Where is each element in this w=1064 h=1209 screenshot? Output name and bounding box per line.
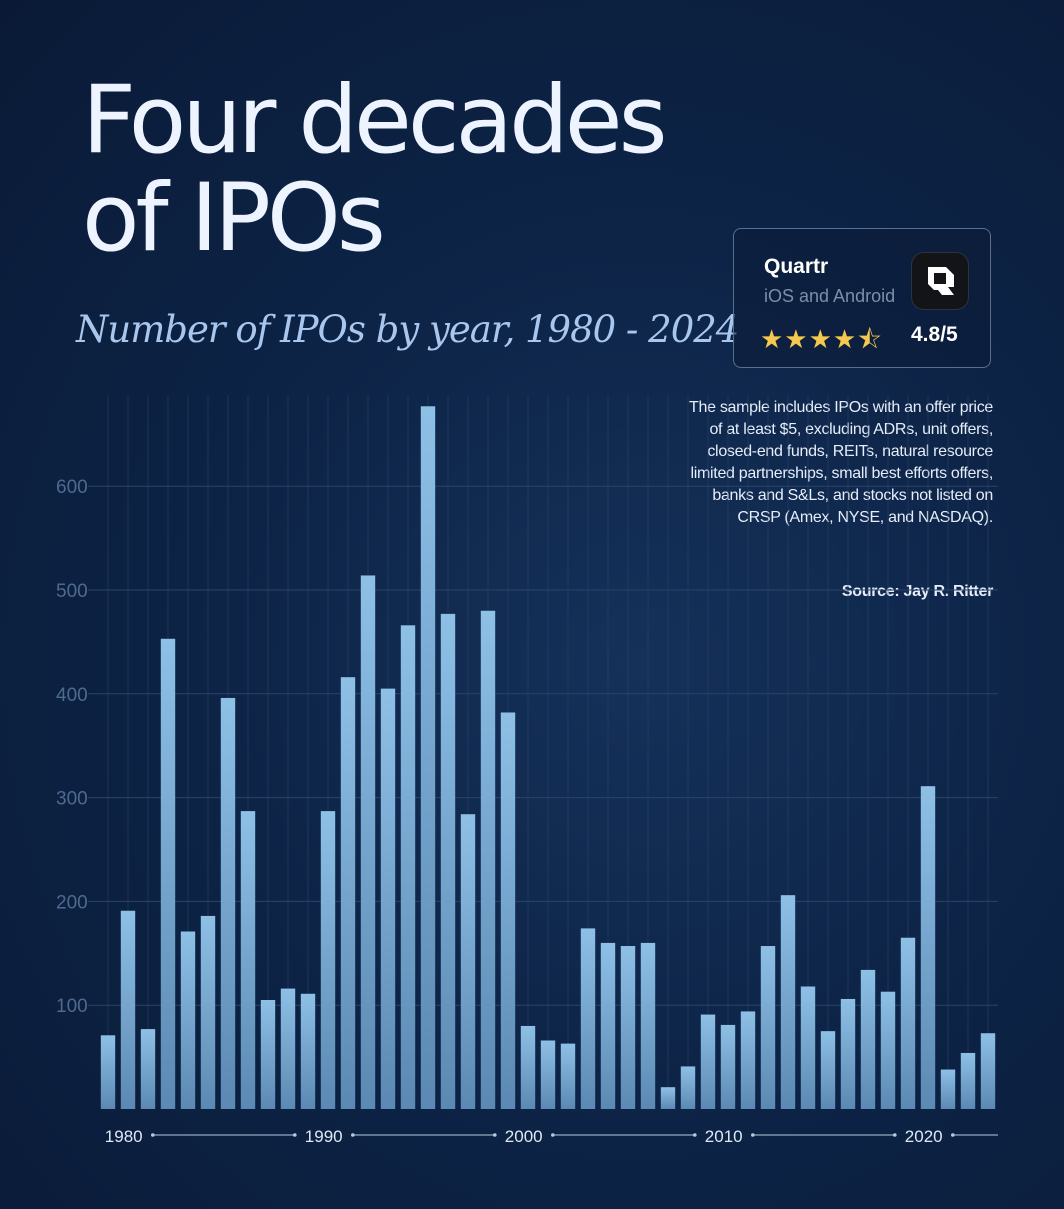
bar-2000 (500, 712, 516, 1109)
bar-1989 (280, 988, 296, 1109)
bar-1984 (180, 931, 196, 1109)
bar-2010 (700, 1014, 716, 1109)
title-line-1: Four decades (82, 66, 668, 175)
bar-2001 (520, 1025, 536, 1109)
bar-1994 (380, 688, 396, 1109)
y-axis: 100 200 300 400 500 600 (56, 477, 88, 1017)
rating-stars-icon: ★★★★⯪ (760, 324, 883, 354)
bar-2016 (820, 1031, 836, 1109)
bar-1987 (240, 811, 256, 1109)
bars (100, 406, 996, 1109)
bar-1996 (420, 406, 436, 1109)
bar-2009 (680, 1066, 696, 1109)
x-axis-dot (293, 1133, 297, 1137)
bar-2006 (620, 946, 636, 1109)
bar-2003 (560, 1043, 576, 1109)
x-tick-label: 2020 (905, 1127, 943, 1146)
y-tick-label: 300 (56, 789, 88, 810)
chart-title: Four decades of IPOs (82, 72, 762, 268)
bar-1983 (160, 638, 176, 1109)
x-axis-dot (693, 1133, 697, 1137)
y-tick-label: 100 (56, 996, 88, 1017)
bar-2019 (880, 991, 896, 1109)
bar-2005 (600, 942, 616, 1109)
bar-2024 (980, 1033, 996, 1109)
bar-1985 (200, 915, 216, 1109)
bar-1997 (440, 613, 456, 1109)
x-tick-label: 2010 (705, 1127, 743, 1146)
bar-1998 (460, 814, 476, 1109)
app-name: Quartr (764, 255, 829, 278)
bar-2020 (900, 937, 916, 1109)
y-tick-label: 600 (56, 477, 88, 498)
bar-2013 (760, 946, 776, 1109)
bar-2007 (640, 942, 656, 1109)
bar-1988 (260, 1000, 276, 1109)
x-tick-label: 1980 (105, 1127, 143, 1146)
bar-2008 (660, 1087, 676, 1109)
y-tick-label: 400 (56, 685, 88, 706)
bar-1981 (120, 910, 136, 1109)
quartr-logo-icon (912, 253, 968, 309)
bar-2021 (920, 786, 936, 1109)
bar-2015 (800, 986, 816, 1109)
bar-2002 (540, 1040, 556, 1109)
x-axis-dot (951, 1133, 955, 1137)
bar-2012 (740, 1011, 756, 1109)
x-axis-dot (751, 1133, 755, 1137)
bar-2014 (780, 895, 796, 1109)
chart-subtitle: Number of IPOs by year, 1980 - 2024 (76, 308, 739, 351)
bar-2022 (940, 1069, 956, 1109)
x-tick-label: 2000 (505, 1127, 543, 1146)
sample-note: The sample includes IPOs with an offer p… (689, 399, 993, 526)
x-axis-dot (493, 1133, 497, 1137)
x-axis-dot (551, 1133, 555, 1137)
y-tick-label: 200 (56, 892, 88, 913)
bar-2011 (720, 1024, 736, 1109)
bar-1991 (320, 811, 336, 1109)
x-axis: 1980 1990 2000 2010 2020 (105, 1127, 998, 1146)
bar-2017 (840, 998, 856, 1109)
x-tick-label: 1990 (305, 1127, 343, 1146)
y-tick-label: 500 (56, 581, 88, 602)
title-line-2: of IPOs (82, 164, 386, 273)
bar-1990 (300, 993, 316, 1109)
source-credit: Source: Jay R. Ritter (841, 583, 993, 600)
bar-1986 (220, 697, 236, 1109)
bar-1982 (140, 1029, 156, 1109)
bar-2004 (580, 928, 596, 1109)
app-rating: 4.8/5 (911, 323, 958, 346)
bar-1995 (400, 625, 416, 1109)
x-axis-dot (351, 1133, 355, 1137)
bar-1992 (340, 677, 356, 1109)
quartr-app-badge[interactable]: Quartr iOS and Android ★★★★⯪ 4.8/5 (733, 228, 991, 368)
x-axis-dot (151, 1133, 155, 1137)
bar-1993 (360, 575, 376, 1109)
bar-2023 (960, 1052, 976, 1109)
bar-2018 (860, 969, 876, 1109)
x-axis-dot (893, 1133, 897, 1137)
bar-1980 (100, 1035, 116, 1109)
bar-1999 (480, 610, 496, 1109)
app-platforms: iOS and Android (764, 286, 896, 306)
